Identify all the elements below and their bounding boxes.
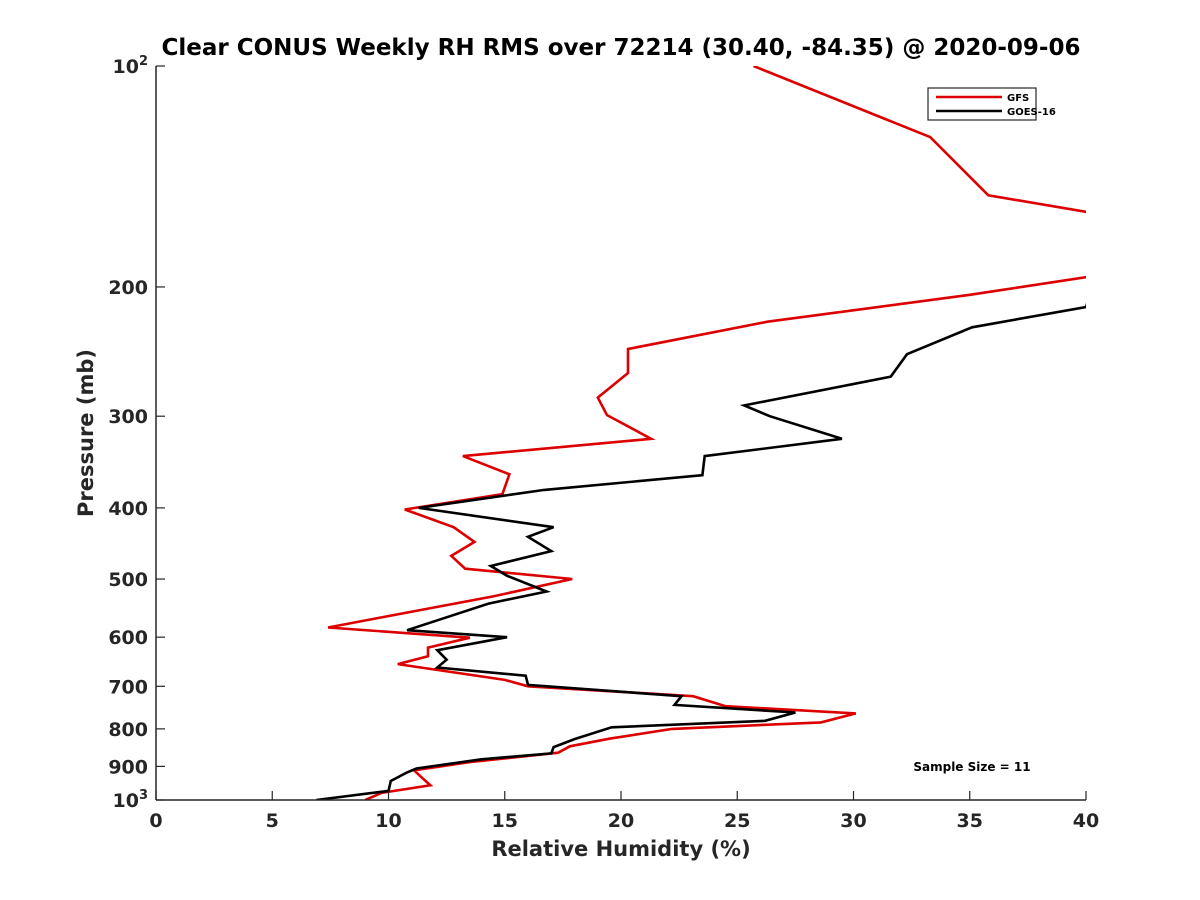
y-ticks: 102 200 300 400 500 600 700 800 900 103 xyxy=(108,54,165,812)
y-tick-label: 103 xyxy=(113,788,149,812)
x-tick-label: 20 xyxy=(608,810,634,832)
legend-box xyxy=(927,87,1037,121)
x-tick-label: 0 xyxy=(149,810,162,832)
sample-size-annotation: Sample Size = 11 xyxy=(913,760,1030,774)
legend-label-gfs: GFS xyxy=(1007,93,1029,104)
x-tick-label: 5 xyxy=(266,810,279,832)
y-tick-label: 600 xyxy=(108,627,148,649)
y-axis-label: Pressure (mb) xyxy=(74,349,98,517)
y-tick-label: 800 xyxy=(108,719,148,741)
x-tick-label: 40 xyxy=(1073,810,1099,832)
x-axis-label: Relative Humidity (%) xyxy=(491,837,750,861)
y-tick-label: 400 xyxy=(108,498,148,520)
x-ticks: 0 5 10 15 20 25 30 35 40 xyxy=(149,791,1099,832)
y-tick-label: 102 xyxy=(113,54,149,78)
x-tick-label: 10 xyxy=(375,810,401,832)
y-tick-label: 200 xyxy=(108,277,148,299)
y-tick-label: 900 xyxy=(108,756,148,778)
legend: GFS GOES-16 xyxy=(927,87,1056,121)
y-tick-label: 700 xyxy=(108,676,148,698)
x-tick-label: 30 xyxy=(840,810,866,832)
x-tick-label: 15 xyxy=(492,810,518,832)
y-tick-label: 500 xyxy=(108,569,148,591)
y-tick-label: 300 xyxy=(108,406,148,428)
legend-label-goes16: GOES-16 xyxy=(1007,107,1056,118)
series-line-goes16 xyxy=(316,302,1086,800)
x-tick-label: 35 xyxy=(957,810,983,832)
x-tick-label: 25 xyxy=(724,810,750,832)
series-line-gfs xyxy=(327,66,1086,800)
series-group xyxy=(316,66,1086,800)
chart-title: Clear CONUS Weekly RH RMS over 72214 (30… xyxy=(162,35,1081,61)
